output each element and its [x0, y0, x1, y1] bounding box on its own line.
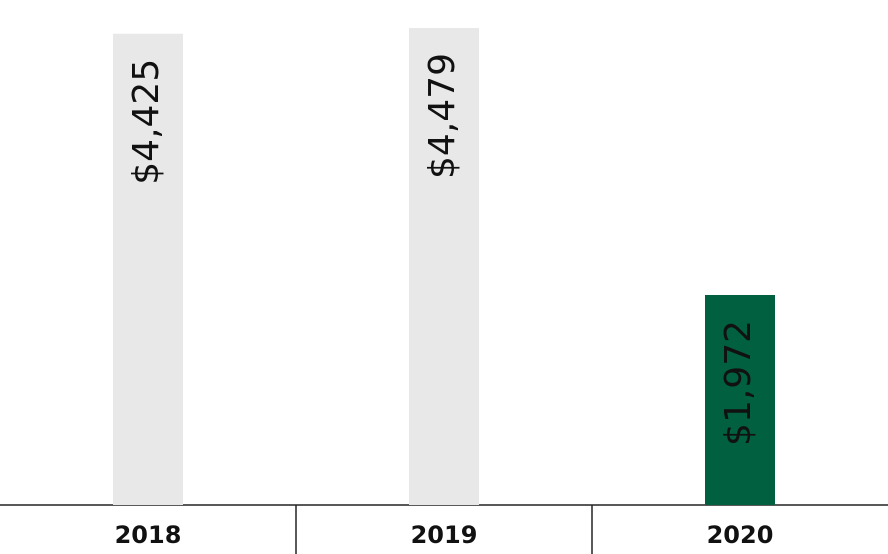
bar [113, 33, 183, 506]
bar [705, 294, 775, 505]
value-label: $1,972 [718, 320, 759, 446]
value-label: $4,425 [126, 59, 167, 185]
category-label: 2020 [707, 521, 774, 549]
bar [409, 28, 479, 505]
value-label: $4,479 [422, 53, 463, 179]
category-label: 2019 [411, 521, 478, 549]
category-label: 2018 [115, 521, 182, 549]
